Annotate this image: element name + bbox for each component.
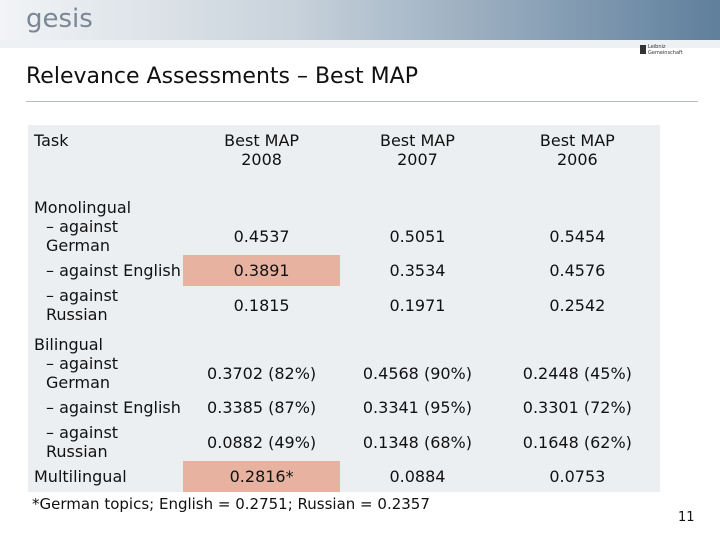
- section-label: Monolingual: [28, 187, 184, 217]
- value-cell: 0.3702 (82%): [183, 354, 341, 392]
- task-cell: – against English: [28, 392, 184, 423]
- column-header: Best MAP 2007: [340, 125, 495, 187]
- value-cell: 0.4576: [494, 255, 660, 286]
- column-header: Best MAP 2008: [183, 125, 341, 187]
- value-cell: 0.1971: [340, 286, 495, 324]
- slide-title: Relevance Assessments – Best MAP: [26, 64, 418, 89]
- table-row: Bilingual: [28, 324, 660, 354]
- value-cell: 0.4537: [183, 217, 341, 255]
- partner-logo: Leibniz Gemeinschaft: [648, 44, 683, 56]
- empty-cell: [494, 324, 660, 354]
- task-cell: – against Russian: [28, 423, 184, 461]
- value-cell: 0.1348 (68%): [340, 423, 495, 461]
- footnote: *German topics; English = 0.2751; Russia…: [32, 495, 430, 513]
- value-cell: 0.2816*: [183, 461, 341, 492]
- table-row: Multilingual 0.2816* 0.0884 0.0753: [28, 461, 660, 492]
- empty-cell: [183, 324, 341, 354]
- task-cell: Multilingual: [28, 461, 184, 492]
- value-cell: 0.5454: [494, 217, 660, 255]
- partner-icon: [640, 45, 646, 54]
- table-row: – against Russian 0.0882 (49%) 0.1348 (68%…: [28, 423, 660, 461]
- value-cell: 0.3385 (87%): [183, 392, 341, 423]
- value-cell: 0.1648 (62%): [494, 423, 660, 461]
- table-row: Monolingual: [28, 187, 660, 217]
- banner: [0, 0, 720, 40]
- value-cell: 0.2448 (45%): [494, 354, 660, 392]
- table-body: Task Best MAP 2008 Best MAP 2007 Best MAP 2…: [28, 125, 660, 492]
- value-cell: 0.3341 (95%): [340, 392, 495, 423]
- empty-cell: [340, 324, 495, 354]
- table-row: – against English 0.3891 0.3534 0.4576: [28, 255, 660, 286]
- results-table: Task Best MAP 2008 Best MAP 2007 Best MAP 2…: [28, 125, 660, 492]
- value-cell: 0.0882 (49%): [183, 423, 341, 461]
- table-row: Task Best MAP 2008 Best MAP 2007 Best MAP 2…: [28, 125, 660, 187]
- value-cell: 0.3534: [340, 255, 495, 286]
- table-row: – against German 0.3702 (82%) 0.4568 (90%)…: [28, 354, 660, 392]
- value-cell: 0.1815: [183, 286, 341, 324]
- value-cell: 0.0753: [494, 461, 660, 492]
- value-cell: 0.5051: [340, 217, 495, 255]
- value-cell: 0.0884: [340, 461, 495, 492]
- title-rule: [26, 101, 698, 102]
- value-cell: 0.4568 (90%): [340, 354, 495, 392]
- section-label: Bilingual: [28, 324, 184, 354]
- task-cell: – against English: [28, 255, 184, 286]
- empty-cell: [340, 187, 495, 217]
- task-cell: – against German: [28, 354, 184, 392]
- band: [0, 40, 720, 48]
- value-cell: 0.3891: [183, 255, 341, 286]
- table-row: – against Russian 0.1815 0.1971 0.2542: [28, 286, 660, 324]
- task-cell: – against German: [28, 217, 184, 255]
- column-header: Task: [28, 125, 184, 187]
- value-cell: 0.2542: [494, 286, 660, 324]
- column-header: Best MAP 2006: [494, 125, 660, 187]
- table-row: – against German 0.4537 0.5051 0.5454: [28, 217, 660, 255]
- page-number: 11: [678, 510, 695, 525]
- task-cell: – against Russian: [28, 286, 184, 324]
- logo: gesis: [26, 4, 93, 34]
- empty-cell: [494, 187, 660, 217]
- empty-cell: [183, 187, 341, 217]
- value-cell: 0.3301 (72%): [494, 392, 660, 423]
- table-row: – against English 0.3385 (87%) 0.3341 (95%…: [28, 392, 660, 423]
